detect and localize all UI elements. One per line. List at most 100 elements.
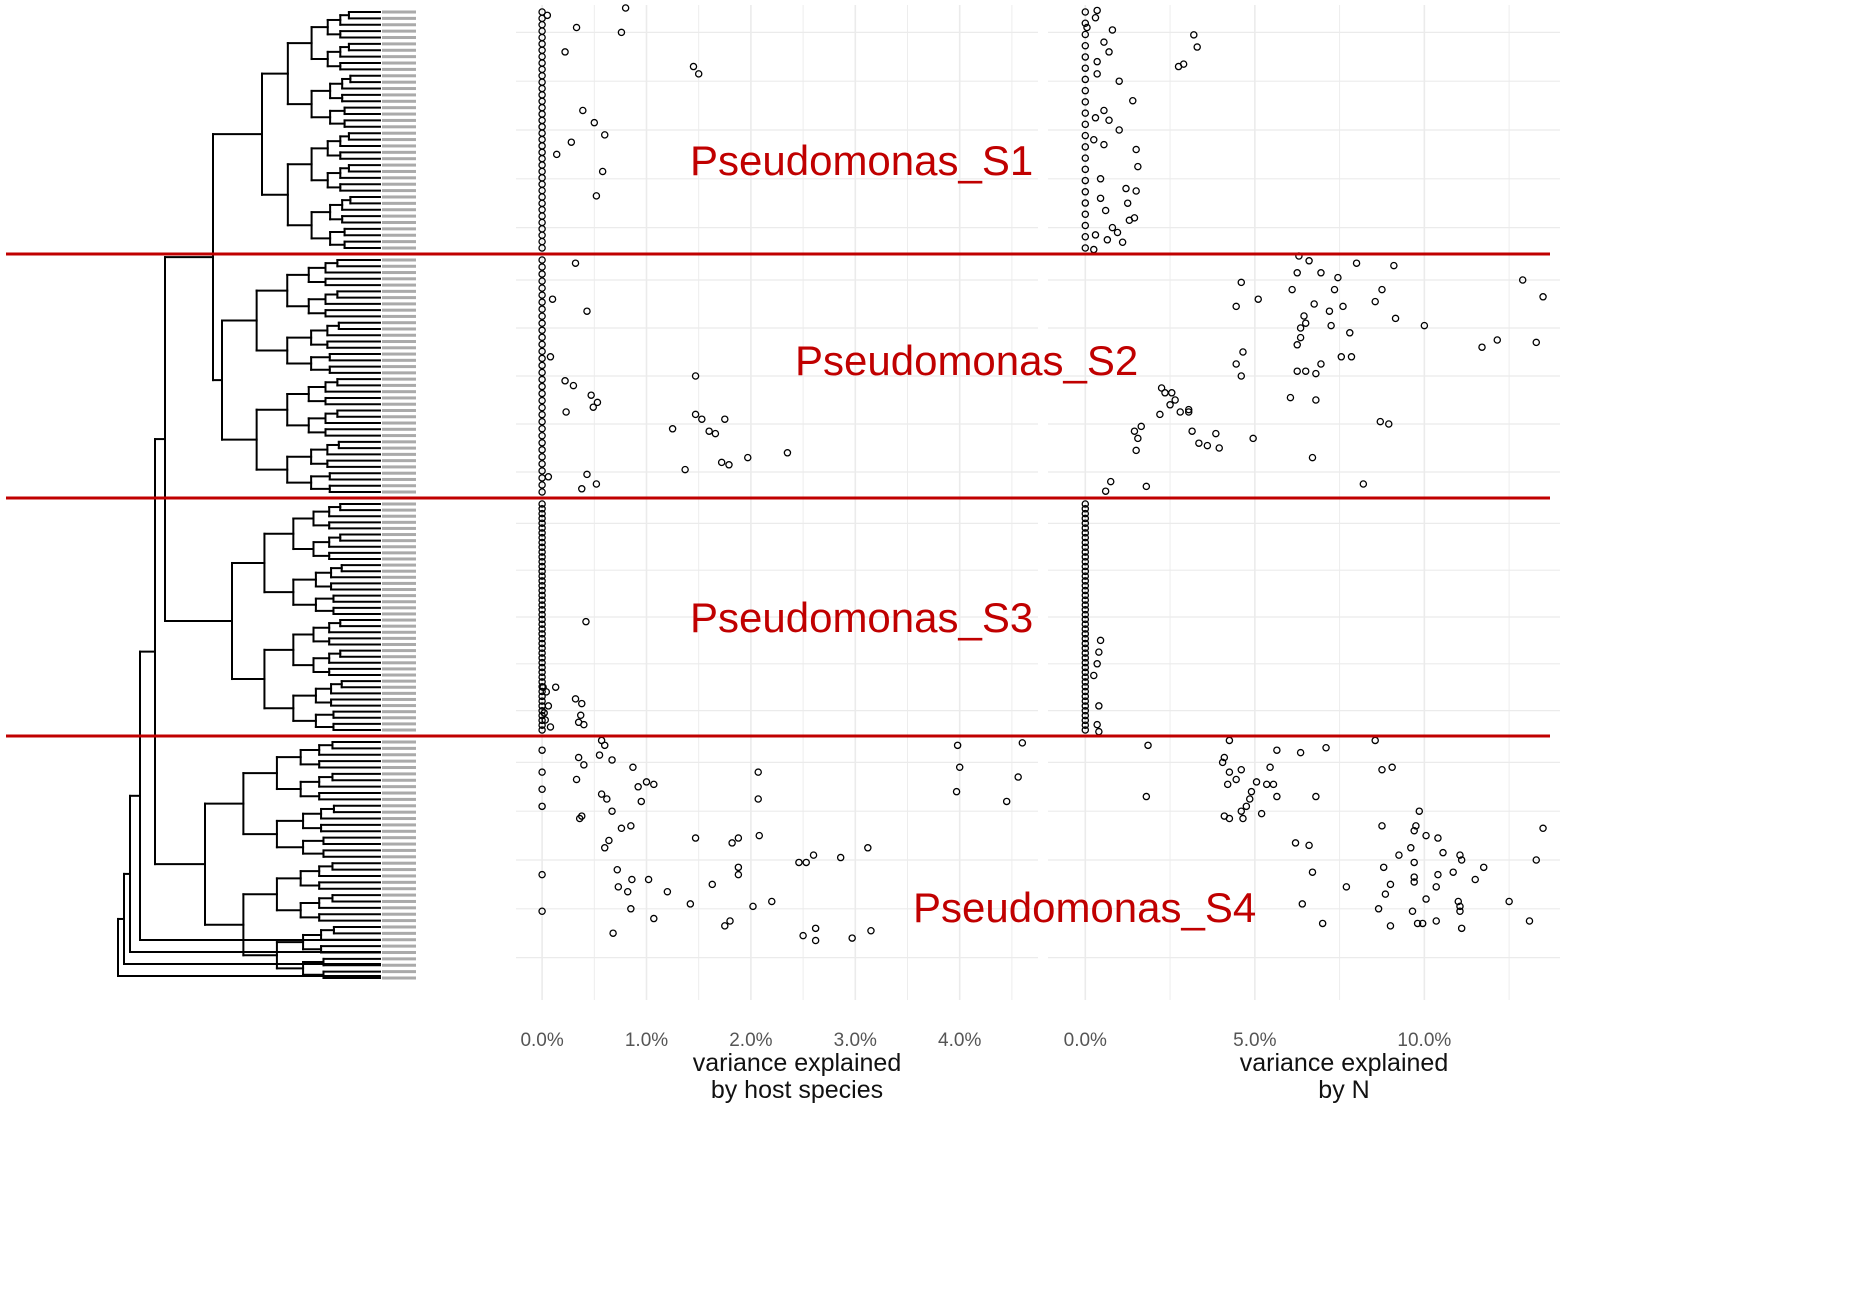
data-point xyxy=(1412,822,1420,830)
tip-label xyxy=(382,258,416,262)
tip-label xyxy=(382,636,416,640)
data-point xyxy=(1081,721,1090,729)
data-point xyxy=(1081,233,1090,241)
data-point xyxy=(538,625,546,633)
data-point xyxy=(538,562,546,571)
data-point xyxy=(538,768,546,776)
clade-label: Pseudomonas_S2 xyxy=(795,337,1138,384)
data-point xyxy=(1532,856,1541,864)
tip-label xyxy=(382,887,416,891)
data-point xyxy=(1225,736,1234,745)
data-point xyxy=(1081,634,1090,643)
tip-label xyxy=(382,679,416,683)
tip-label xyxy=(382,673,416,677)
data-point xyxy=(538,630,546,638)
data-point xyxy=(538,382,546,391)
data-point xyxy=(1342,883,1351,891)
clade-label: Pseudomonas_S3 xyxy=(690,594,1033,641)
data-point xyxy=(1081,109,1090,117)
data-point xyxy=(538,432,546,440)
data-point xyxy=(1273,746,1281,754)
data-point xyxy=(578,812,586,820)
data-point xyxy=(637,797,646,806)
data-point xyxy=(1100,140,1108,149)
data-point xyxy=(1125,216,1134,225)
data-point xyxy=(538,606,546,614)
data-point xyxy=(1539,824,1547,833)
tip-label xyxy=(382,848,416,852)
data-point xyxy=(1327,321,1335,330)
tip-label xyxy=(382,29,416,33)
data-point xyxy=(538,663,546,672)
tip-label xyxy=(382,704,416,708)
tip-label xyxy=(382,240,416,244)
tip-label xyxy=(382,899,416,903)
tip-label xyxy=(382,618,416,622)
data-point xyxy=(544,702,553,710)
tip-label xyxy=(382,691,416,695)
x-tick-label: 5.0% xyxy=(1233,1030,1276,1051)
tip-label xyxy=(382,106,416,110)
data-point xyxy=(1225,768,1234,776)
data-point xyxy=(572,23,581,32)
data-point xyxy=(1432,883,1440,891)
data-point xyxy=(1081,639,1090,648)
tip-label xyxy=(382,74,416,78)
data-point xyxy=(1081,649,1090,657)
data-point xyxy=(592,480,601,488)
data-point xyxy=(1132,446,1140,455)
tip-label xyxy=(382,264,416,268)
tip-label xyxy=(382,277,416,281)
data-point xyxy=(538,368,546,377)
tip-label xyxy=(382,836,416,840)
tip-label xyxy=(382,557,416,561)
tip-label xyxy=(382,327,416,331)
data-point xyxy=(1081,615,1090,624)
data-point xyxy=(1237,278,1246,287)
tip-label xyxy=(382,333,416,337)
data-point xyxy=(754,768,762,776)
data-point xyxy=(1129,96,1137,105)
tip-label xyxy=(382,938,416,942)
tip-label xyxy=(382,446,416,450)
data-point xyxy=(1296,324,1305,332)
tip-label xyxy=(382,957,416,961)
data-point xyxy=(538,548,546,556)
data-point xyxy=(642,778,651,786)
data-point xyxy=(711,429,720,438)
tip-label xyxy=(382,99,416,103)
data-point xyxy=(538,721,546,729)
data-point xyxy=(1376,417,1385,426)
data-point xyxy=(578,699,586,708)
tip-label xyxy=(382,314,416,318)
data-point xyxy=(1081,165,1090,174)
data-point xyxy=(538,270,546,278)
data-point xyxy=(1081,562,1090,571)
data-point xyxy=(1420,321,1429,330)
tip-label xyxy=(382,112,416,116)
data-point xyxy=(1081,131,1090,140)
tip-label xyxy=(382,182,416,186)
data-point xyxy=(600,741,609,750)
data-point xyxy=(848,934,856,942)
data-point xyxy=(1293,269,1301,277)
data-point xyxy=(576,711,585,720)
data-point xyxy=(1081,620,1090,628)
data-point xyxy=(1193,43,1201,51)
tip-label xyxy=(382,208,416,212)
tip-label xyxy=(382,157,416,161)
data-point xyxy=(1456,851,1464,859)
data-point xyxy=(538,687,546,696)
data-point xyxy=(538,453,546,461)
data-point xyxy=(1212,429,1220,438)
data-point xyxy=(1408,907,1417,915)
data-point xyxy=(799,931,807,940)
data-point xyxy=(538,524,546,532)
data-point xyxy=(698,415,706,423)
data-point xyxy=(734,870,743,879)
tip-label xyxy=(382,697,416,701)
data-point xyxy=(597,790,606,798)
data-point xyxy=(538,644,546,653)
tip-label xyxy=(382,594,416,598)
data-point xyxy=(754,795,762,803)
